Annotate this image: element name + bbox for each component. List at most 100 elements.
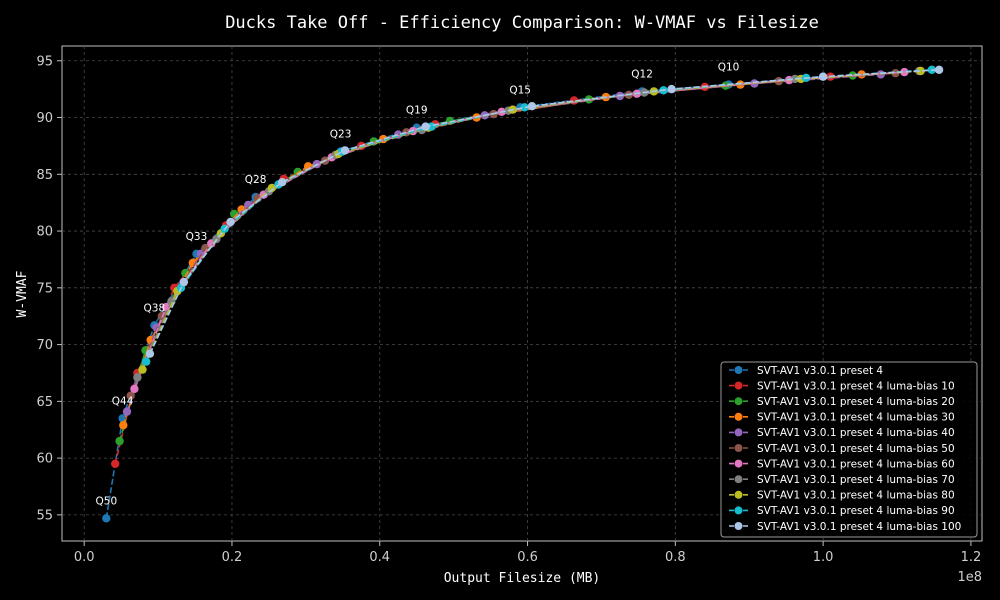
series-layer [102, 65, 944, 523]
data-point [122, 407, 132, 416]
series-line [145, 69, 932, 362]
x-tick-label: 0.4 [369, 550, 390, 565]
legend-marker [734, 506, 743, 515]
data-point [145, 349, 155, 358]
data-point [130, 384, 139, 394]
x-tick-label: 1.2 [961, 550, 982, 565]
y-axis-ticks: 55 60 65 70 75 80 85 90 95 [36, 54, 62, 523]
data-point [133, 373, 142, 382]
legend-item: SVT-AV1 v3.0.1 preset 4 luma-bias 20 [729, 396, 955, 408]
x-tick-label: 0.8 [665, 550, 686, 565]
quality-label: Q19 [406, 105, 428, 117]
plot-frame [61, 45, 983, 542]
data-point [916, 66, 925, 76]
legend-label: SVT-AV1 v3.0.1 preset 4 luma-bias 40 [757, 427, 955, 439]
data-point [278, 178, 287, 187]
quality-label: Q10 [718, 62, 740, 74]
legend-marker [734, 522, 743, 530]
legend-label: SVT-AV1 v3.0.1 preset 4 luma-bias 90 [757, 505, 955, 517]
data-point [818, 72, 828, 81]
data-point [142, 357, 151, 366]
quality-label: Q15 [509, 84, 531, 96]
quality-label: Q33 [186, 231, 208, 243]
legend-label: SVT-AV1 v3.0.1 preset 4 luma-bias 80 [757, 490, 955, 502]
x-tick-label: 0.6 [517, 550, 538, 565]
legend-label: SVT-AV1 v3.0.1 preset 4 luma-bias 100 [757, 521, 961, 533]
x-tick-label: 0.0 [74, 550, 95, 565]
x-tick-label: 0.2 [222, 550, 243, 565]
plot-area [61, 45, 983, 542]
data-point [667, 84, 676, 94]
data-point [226, 217, 235, 227]
legend-item: SVT-AV1 v3.0.1 preset 4 luma-bias 50 [729, 443, 955, 455]
legend-label: SVT-AV1 v3.0.1 preset 4 luma-bias 70 [757, 474, 955, 486]
legend-marker [734, 428, 743, 437]
legend-marker [734, 366, 743, 374]
legend-label: SVT-AV1 v3.0.1 preset 4 luma-bias 50 [757, 443, 955, 455]
legend-marker [734, 381, 743, 390]
x-axis-label: Output Filesize (MB) [444, 571, 601, 586]
chart-title: Ducks Take Off - Efficiency Comparison: … [225, 13, 819, 33]
data-point [934, 65, 944, 75]
y-tick-label: 95 [36, 54, 53, 69]
quality-label: Q38 [144, 302, 166, 314]
data-point [119, 421, 128, 430]
legend-box [720, 361, 978, 538]
legend-label: SVT-AV1 v3.0.1 preset 4 luma-bias 30 [757, 412, 955, 424]
data-point [111, 459, 120, 468]
data-point [126, 391, 135, 400]
quality-label: Q50 [96, 495, 118, 507]
legend-marker [734, 459, 743, 468]
quality-label: Q23 [330, 129, 352, 141]
legend-item: SVT-AV1 v3.0.1 preset 4 [729, 365, 883, 377]
legend-label: SVT-AV1 v3.0.1 preset 4 luma-bias 10 [757, 380, 955, 392]
data-point [115, 436, 124, 446]
data-point [179, 277, 189, 287]
x-axis-offset-label: 1e8 [957, 570, 982, 585]
legend-item: SVT-AV1 v3.0.1 preset 4 luma-bias 70 [729, 474, 955, 486]
legend-item: SVT-AV1 v3.0.1 preset 4 luma-bias 60 [729, 458, 955, 470]
y-tick-label: 55 [36, 508, 53, 523]
series-line [149, 69, 940, 355]
legend-item: SVT-AV1 v3.0.1 preset 4 luma-bias 10 [729, 380, 955, 392]
quality-annotations: Q50 Q44 Q38 Q33 Q28 Q23 Q19 Q15 Q12 Q10 [96, 62, 740, 508]
quality-label: Q28 [245, 174, 267, 186]
legend-item: SVT-AV1 v3.0.1 preset 4 luma-bias 100 [729, 521, 961, 533]
grid [62, 46, 982, 541]
y-axis-label: W-VMAF [15, 270, 30, 317]
quality-label: Q12 [631, 68, 653, 80]
data-point [520, 103, 529, 112]
legend-item: SVT-AV1 v3.0.1 preset 4 luma-bias 30 [729, 412, 955, 424]
y-tick-label: 80 [36, 225, 53, 240]
x-axis-ticks: 0.0 0.2 0.4 0.6 0.8 1.0 1.2 [74, 541, 981, 565]
data-point [900, 67, 909, 77]
y-tick-label: 85 [36, 168, 53, 183]
data-point [340, 146, 350, 155]
legend: SVT-AV1 v3.0.1 preset 4 SVT-AV1 v3.0.1 pr… [720, 361, 978, 538]
legend-label: SVT-AV1 v3.0.1 preset 4 luma-bias 60 [757, 458, 955, 470]
legend-marker [734, 444, 743, 452]
data-point [527, 102, 537, 111]
y-tick-label: 65 [36, 395, 53, 410]
data-point [162, 302, 171, 312]
series-10 [145, 65, 944, 358]
legend-label: SVT-AV1 v3.0.1 preset 4 luma-bias 20 [757, 396, 955, 408]
legend-item: SVT-AV1 v3.0.1 preset 4 luma-bias 40 [729, 427, 955, 439]
quality-label: Q44 [112, 395, 134, 407]
y-tick-label: 90 [36, 111, 53, 126]
legend-marker [734, 490, 743, 499]
data-point [267, 183, 277, 193]
y-tick-label: 75 [36, 281, 53, 296]
y-tick-label: 60 [36, 452, 53, 467]
legend-item: SVT-AV1 v3.0.1 preset 4 luma-bias 80 [729, 490, 955, 502]
legend-marker [734, 475, 743, 484]
legend-marker [734, 397, 743, 406]
legend-label: SVT-AV1 v3.0.1 preset 4 [757, 365, 883, 377]
data-point [421, 122, 430, 131]
y-tick-label: 70 [36, 338, 53, 353]
legend-item: SVT-AV1 v3.0.1 preset 4 luma-bias 90 [729, 505, 955, 517]
legend-marker [734, 412, 743, 421]
data-point [102, 514, 111, 523]
data-point [138, 365, 147, 374]
